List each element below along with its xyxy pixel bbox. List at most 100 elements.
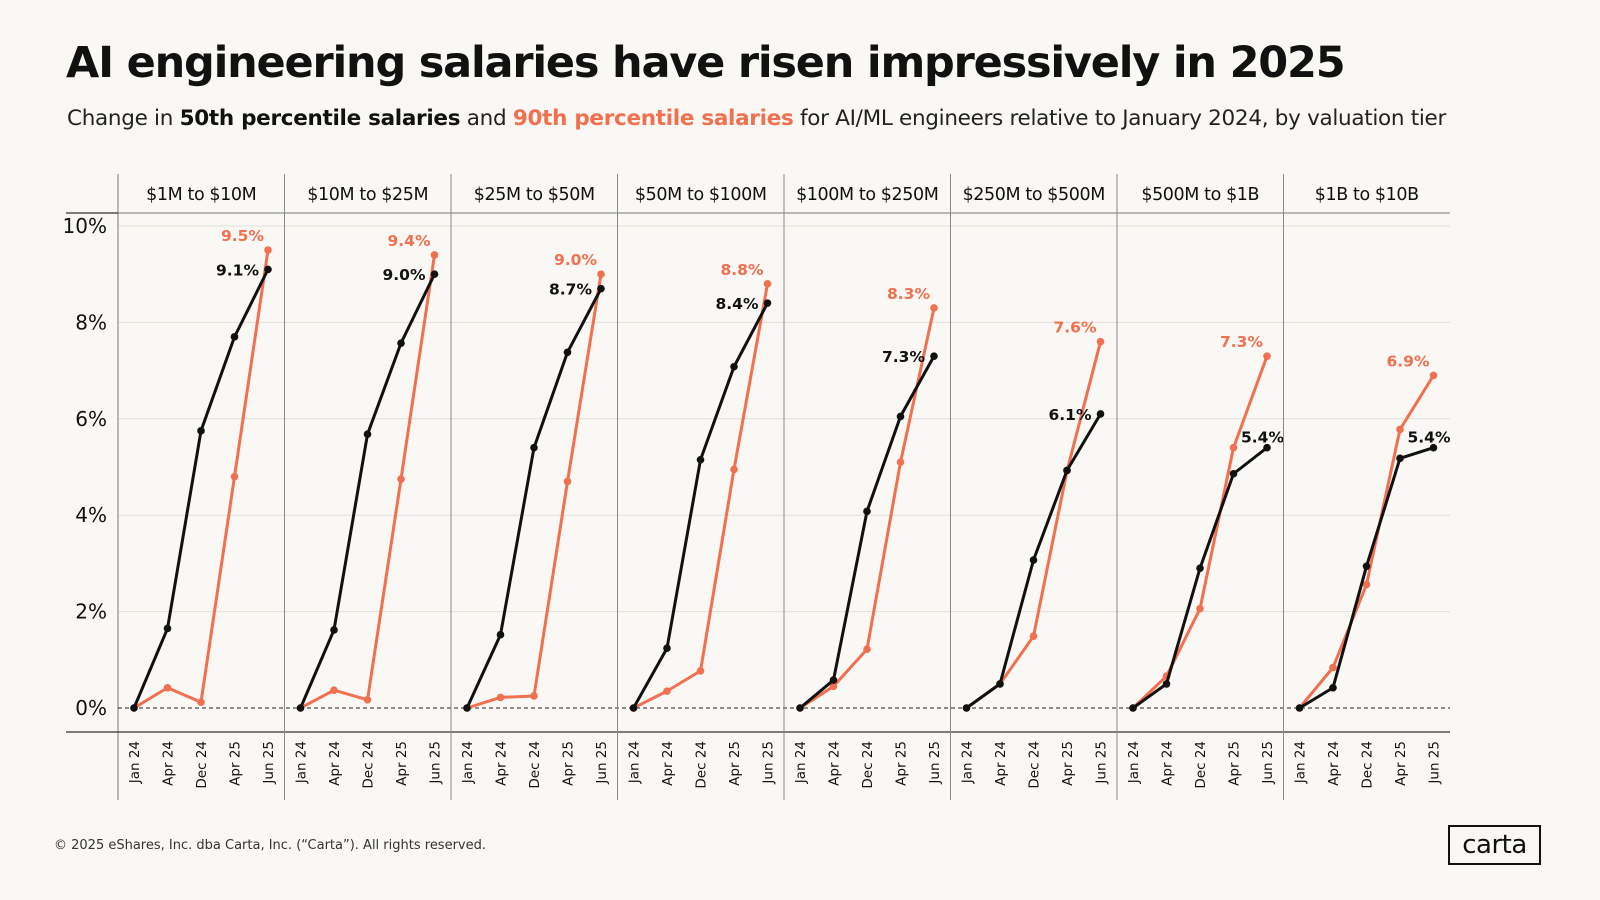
panel-1-p90-point [230,472,239,481]
panel-2-header-label: $10M to $25M [307,185,428,205]
panel-2-p50-point [296,704,305,712]
panel-7-x-tick-label: Apr 24 [1160,741,1176,786]
panel-1-p90-point [163,683,172,692]
panel-2-p90-end-label: 9.4% [388,232,431,250]
panel-4-p90-point [663,687,671,695]
panel-6-p50-point [996,680,1004,688]
panel-3-p50-line [465,287,603,709]
panel-7-p50-point [1263,443,1271,452]
panel-7-p50-point [1229,469,1238,478]
panel-8-p50-point [1362,562,1371,571]
panel-3-x-tick-label: Dec 24 [527,741,543,789]
panel-4-p50-line [632,302,769,709]
panel-1-p90-point [197,698,205,707]
subtitle-end: for AI/ML engineers relative to January … [793,106,1447,131]
panel-6-header-label: $250M to $500M [963,185,1105,205]
panel-2-p90-point [363,696,372,704]
panel-8-p90-point [1362,580,1371,589]
panel-8-x-tick-label: Dec 24 [1360,741,1376,789]
panel-7-x-tick-label: Jun 25 [1260,741,1276,785]
panel-2-x-tick-label: Jun 25 [428,741,444,785]
panel-2-p90-point [397,475,405,483]
subtitle-start: Change in [67,106,180,131]
panel-8-p90-end-label: 6.9% [1387,352,1430,370]
panel-3-x-tick-label: Jan 24 [460,741,476,784]
panel-3-p50-point [463,704,471,712]
panel-7-p50-point [1129,704,1137,712]
panel-1-p90-end-label: 9.5% [221,227,264,245]
panel-5-p90-point [863,645,871,653]
panel-3-p90-point [530,692,538,700]
panel-3-p50-end-label: 8.7% [549,281,592,299]
panel-7-p90-line [1131,355,1269,710]
panel-4-p50-point [629,704,638,712]
panel-1-header-label: $1M to $10M [146,185,256,205]
panel-5-p90-point [930,304,938,312]
panel-3-p90-point [597,270,605,279]
panel-3-p90-point [496,693,505,702]
panel-2-p50-end-label: 9.0% [383,266,426,284]
panel-4-p50-point [663,644,671,653]
panel-1-p90-line [133,249,270,710]
panel-1-p50-point [264,265,272,274]
panel-4-p90-end-label: 8.8% [721,261,764,279]
panel-7-x-tick-label: Apr 25 [1227,741,1243,786]
panel-2-p50-point [363,430,372,439]
panel-5-p90-point [829,682,838,691]
panel-3-p50-point [496,630,505,639]
panel-1-x-tick-label: Jun 25 [261,741,277,785]
panel-6-p50-point [1063,466,1071,475]
panel-2-p50-point [330,626,338,634]
panel-7-p50-line [1132,446,1268,710]
panel-3-x-tick-label: Apr 25 [561,741,577,786]
panel-5-p50-point [863,507,871,516]
panel-4-p90-point [696,667,705,675]
subtitle-mid: and [460,106,513,131]
panel-8-p50-point [1396,454,1404,463]
subtitle-p50-legend: 50th percentile salaries [179,106,461,131]
panel-2-p90-point [330,686,338,694]
panel-5-p50-end-label: 7.3% [882,348,925,366]
panel-6-p90-point [1029,632,1038,640]
panel-1-p50-point [197,427,205,435]
panel-7-x-tick-label: Dec 24 [1193,741,1209,789]
panel-8-x-tick-label: Jun 25 [1427,741,1443,785]
y-tick-label: 8% [75,310,107,334]
panel-3-p50-point [530,443,538,452]
panel-8-x-tick-label: Apr 24 [1326,741,1342,786]
panel-2-x-tick-label: Dec 24 [361,741,377,789]
panel-7-p50-point [1196,564,1204,573]
panel-8-p90-point [1396,425,1404,434]
panel-4-x-tick-label: Dec 24 [694,741,710,789]
panel-5-p50-point [896,412,905,421]
panel-4-x-tick-label: Jun 25 [761,741,777,785]
y-tick-label: 10% [63,214,107,238]
panel-4-p50-point [696,455,705,464]
panel-5-x-tick-label: Apr 25 [894,741,910,786]
panel-6-p50-end-label: 6.1% [1049,406,1092,424]
panel-5-p50-point [796,704,804,712]
panel-1-p50-point [163,624,172,633]
panel-7-p50-point [1162,680,1171,688]
panel-6-p90-line [965,341,1102,710]
panel-3-p50-point [597,284,605,293]
panel-1-x-tick-label: Apr 24 [161,741,177,786]
panel-2-x-tick-label: Apr 25 [394,741,410,786]
panel-1-p50-point [230,333,239,341]
panel-4-p50-end-label: 8.4% [716,295,759,313]
panel-3-x-tick-label: Apr 24 [494,741,510,786]
panel-6-p90-end-label: 7.6% [1054,319,1097,337]
panel-4-p90-line [632,283,769,710]
panel-8-p90-line [1298,374,1435,709]
panel-5-p90-point [896,458,905,466]
panel-7-x-tick-label: Jan 24 [1126,741,1142,784]
panel-6-p90-point [1096,337,1105,346]
footer-copyright: © 2025 eShares, Inc. dba Carta, Inc. (“C… [54,838,487,853]
y-tick-label: 4% [75,503,107,527]
panel-5-x-tick-label: Jun 25 [927,741,943,785]
panel-6-x-tick-label: Apr 24 [993,741,1009,786]
panel-5-x-tick-label: Dec 24 [860,741,876,789]
y-tick-label: 6% [75,407,107,431]
panel-3-header-label: $25M to $50M [474,185,595,205]
